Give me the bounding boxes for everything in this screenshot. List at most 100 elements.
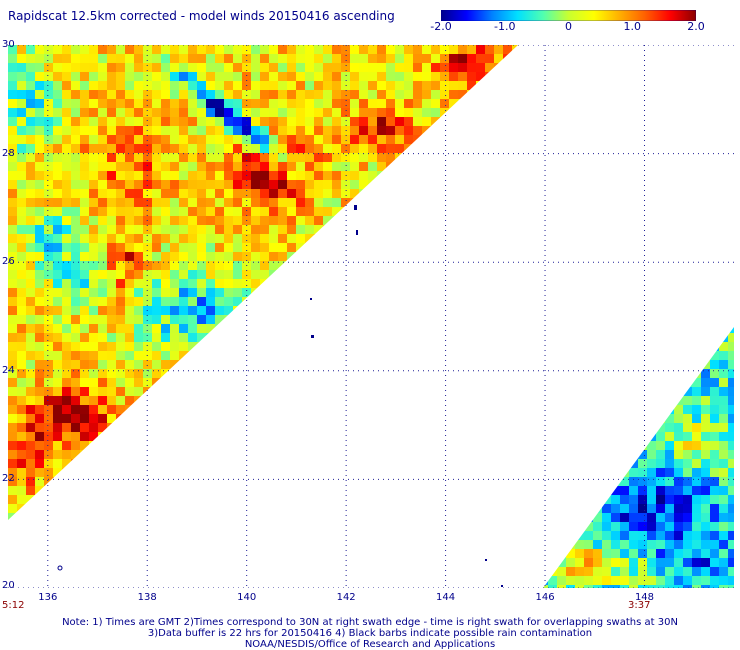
wind-cell [170,432,179,441]
wind-cell [188,387,197,396]
wind-cell [413,360,422,369]
wind-cell [611,522,620,531]
wind-cell [323,513,332,520]
wind-cell [269,63,278,72]
wind-cell [629,513,638,522]
wind-cell [98,342,107,351]
wind-cell [692,540,701,549]
wind-cell [674,540,683,549]
wind-cell [584,333,593,342]
wind-cell [575,504,584,513]
wind-cell [512,405,518,414]
wind-cell [503,180,512,189]
wind-cell [350,522,359,531]
wind-cell [170,369,179,378]
wind-cell [395,180,404,189]
wind-cell [404,72,413,81]
wind-cell [350,81,359,90]
wind-cell [494,342,503,351]
wind-cell [197,261,206,270]
wind-cell [278,342,287,351]
wind-cell [26,477,35,486]
wind-cell [521,54,530,63]
wind-cell [602,549,611,558]
wind-cell [386,126,395,135]
wind-cell [602,459,611,468]
wind-cell [188,279,197,288]
wind-cell [359,387,368,396]
wind-cell [62,108,71,117]
wind-cell [161,171,170,180]
wind-cell [251,306,260,315]
wind-cell [161,324,170,333]
wind-cell [341,360,350,369]
wind-cell [566,459,575,468]
wind-cell [269,513,278,520]
wind-cell [305,378,314,387]
wind-cell [215,63,224,72]
wind-cell [467,126,476,135]
wind-cell [341,315,350,324]
wind-cell [44,153,53,162]
wind-cell [170,342,179,351]
wind-cell [143,495,152,504]
wind-cell [188,63,197,72]
wind-cell [467,342,476,351]
wind-cell [35,396,44,405]
wind-cell [557,558,566,567]
wind-cell [35,198,44,207]
wind-cell [143,99,152,108]
wind-cell [305,270,314,279]
wind-cell [98,243,107,252]
wind-cell [260,117,269,126]
wind-cell [62,171,71,180]
wind-cell [107,486,116,495]
wind-cell [35,450,44,459]
wind-cell [422,378,431,387]
wind-cell [224,522,233,531]
wind-cell [107,108,116,117]
wind-cell [494,513,503,520]
wind-cell [431,288,440,297]
wind-cell [35,189,44,198]
wind-cell [665,495,674,504]
wind-cell [467,522,476,531]
wind-cell [107,513,116,520]
wind-cell [368,180,377,189]
wind-cell [701,387,710,396]
wind-cell [359,72,368,81]
wind-cell [197,108,206,117]
wind-cell [26,225,35,234]
wind-cell [404,495,413,504]
wind-cell [548,450,557,459]
wind-cell [224,234,233,243]
wind-cell [269,396,278,405]
wind-cell [197,171,206,180]
wind-cell [332,252,341,261]
wind-cell [305,279,314,288]
wind-cell [197,162,206,171]
wind-difference-field [8,45,734,588]
wind-cell [377,144,386,153]
wind-cell [224,54,233,63]
wind-cell [521,207,530,216]
wind-cell [26,306,35,315]
wind-cell [170,288,179,297]
wind-cell [467,378,476,387]
wind-cell [431,342,440,351]
wind-cell [467,459,476,468]
wind-cell [620,423,629,432]
wind-cell [53,387,62,396]
wind-cell [458,198,467,207]
wind-cell [71,441,80,450]
wind-cell [71,279,80,288]
wind-cell [440,135,449,144]
wind-cell [485,153,494,162]
wind-cell [197,189,206,198]
wind-cell [467,288,476,297]
wind-cell [458,360,467,369]
wind-cell [98,306,107,315]
wind-cell [557,495,566,504]
wind-cell [449,81,458,90]
wind-cell [548,342,557,351]
